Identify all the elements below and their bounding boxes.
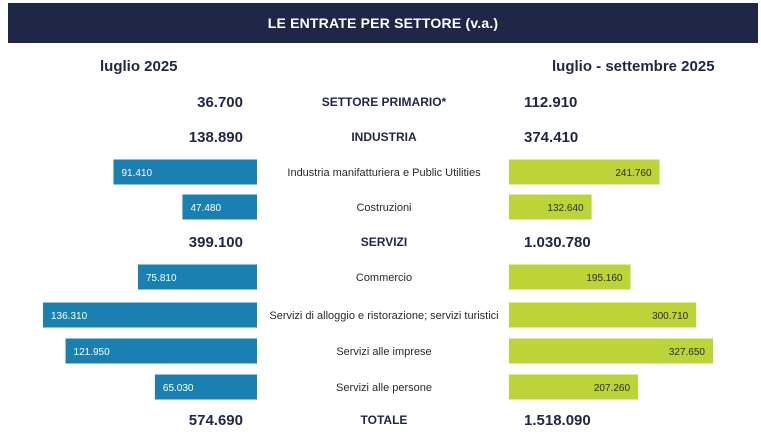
left-bar [154,374,257,400]
left-bar-label: 75.810 [146,273,177,284]
right-bar [509,159,660,185]
left-column-heading: luglio 2025 [100,58,178,75]
left-bar [113,159,258,185]
right-total-value: 112.910 [524,94,577,111]
category-label: INDUSTRIA [351,130,417,144]
right-bar-label: 300.710 [652,311,689,322]
category-label: Servizi alle imprese [336,346,431,358]
category-label: Commercio [356,272,412,284]
chart-title: LE ENTRATE PER SETTORE (v.a.) [267,15,499,31]
left-bar-label: 136.310 [51,311,88,322]
right-bar-label: 207.260 [594,383,631,394]
category-label: Industria manifatturiera e Public Utilit… [287,167,481,179]
category-label: Servizi alle persone [336,382,432,394]
right-column-heading: luglio - settembre 2025 [552,58,715,75]
left-bar [43,302,257,328]
right-bar [509,194,592,220]
right-bar [509,374,639,400]
left-bar [182,194,257,220]
right-bar [509,338,713,364]
left-bar-label: 47.480 [190,203,221,214]
category-label: SERVIZI [361,235,407,249]
left-bar-label: 65.030 [163,383,194,394]
right-bar-label: 241.760 [615,168,652,179]
category-label: TOTALE [361,413,408,427]
right-bar-label: 327.650 [669,347,706,358]
right-bar [509,264,631,290]
category-label: SETTORE PRIMARIO* [322,95,447,109]
right-bar-label: 132.640 [547,203,584,214]
left-bar-label: 91.410 [121,168,152,179]
category-label: Costruzioni [356,202,411,214]
left-bar-label: 121.950 [74,347,111,358]
right-bar [509,302,697,328]
left-total-value: 138.890 [189,129,243,146]
left-total-value: 36.700 [197,94,243,111]
chart-title-banner: LE ENTRATE PER SETTORE (v.a.) [8,3,758,43]
left-total-value: 574.690 [189,412,243,429]
right-total-value: 374.410 [524,129,578,146]
left-total-value: 399.100 [189,234,243,251]
right-total-value: 1.030.780 [524,234,591,251]
category-label: Servizi di alloggio e ristorazione; serv… [269,310,498,322]
right-bar-label: 195.160 [586,273,623,284]
left-bar [65,338,257,364]
right-total-value: 1.518.090 [524,412,591,429]
left-bar [137,264,257,290]
